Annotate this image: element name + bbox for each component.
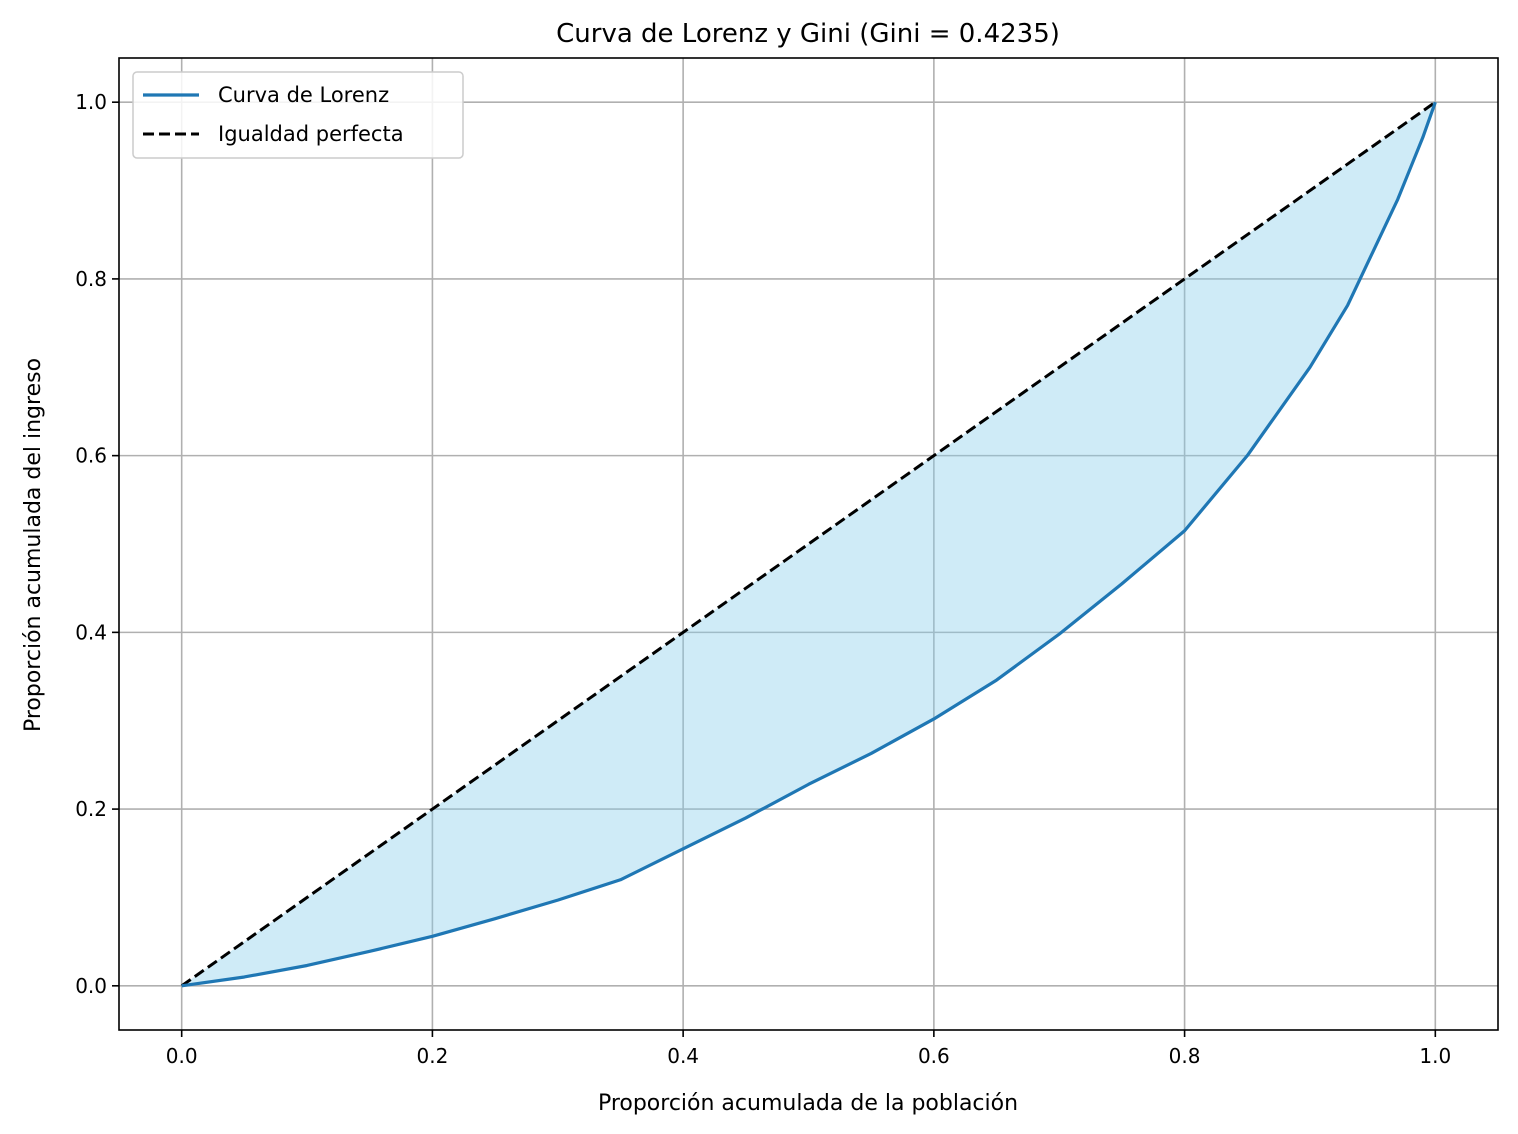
lorenz-curve-line — [181, 101, 1437, 988]
x-tick-label-1: 0.2 — [417, 1044, 449, 1068]
x-tick-label-2: 0.4 — [667, 1044, 699, 1068]
chart-title: Curva de Lorenz y Gini (Gini = 0.4235) — [556, 19, 1060, 49]
x-tick-label-4: 0.8 — [1169, 1044, 1201, 1068]
y-tick-label-0: 0.0 — [75, 974, 107, 998]
x-axis-label: Proporción acumulada de la población — [598, 1091, 1018, 1116]
y-tick-label-5: 1.0 — [75, 90, 107, 114]
y-axis-label: Proporción acumulada del ingreso — [21, 358, 46, 732]
y-axis-ticks: 0.0 0.2 0.4 0.6 0.8 1.0 — [75, 90, 119, 998]
legend: Curva de Lorenz Igualdad perfecta — [132, 71, 464, 159]
plot-frame — [118, 57, 1499, 1031]
x-axis-ticks: 0.0 0.2 0.4 0.6 0.8 1.0 — [166, 1030, 1451, 1068]
legend-label-lorenz: Curva de Lorenz — [218, 83, 389, 107]
x-tick-label-5: 1.0 — [1419, 1044, 1451, 1068]
legend-box — [132, 71, 464, 159]
x-tick-label-0: 0.0 — [166, 1044, 198, 1068]
legend-label-equality: Igualdad perfecta — [218, 122, 404, 146]
gini-area-fill — [181, 102, 1436, 986]
y-tick-label-2: 0.4 — [75, 620, 107, 644]
y-tick-label-3: 0.6 — [75, 444, 107, 468]
x-tick-label-3: 0.6 — [918, 1044, 950, 1068]
y-tick-label-4: 0.8 — [75, 267, 107, 291]
y-tick-label-1: 0.2 — [75, 797, 107, 821]
